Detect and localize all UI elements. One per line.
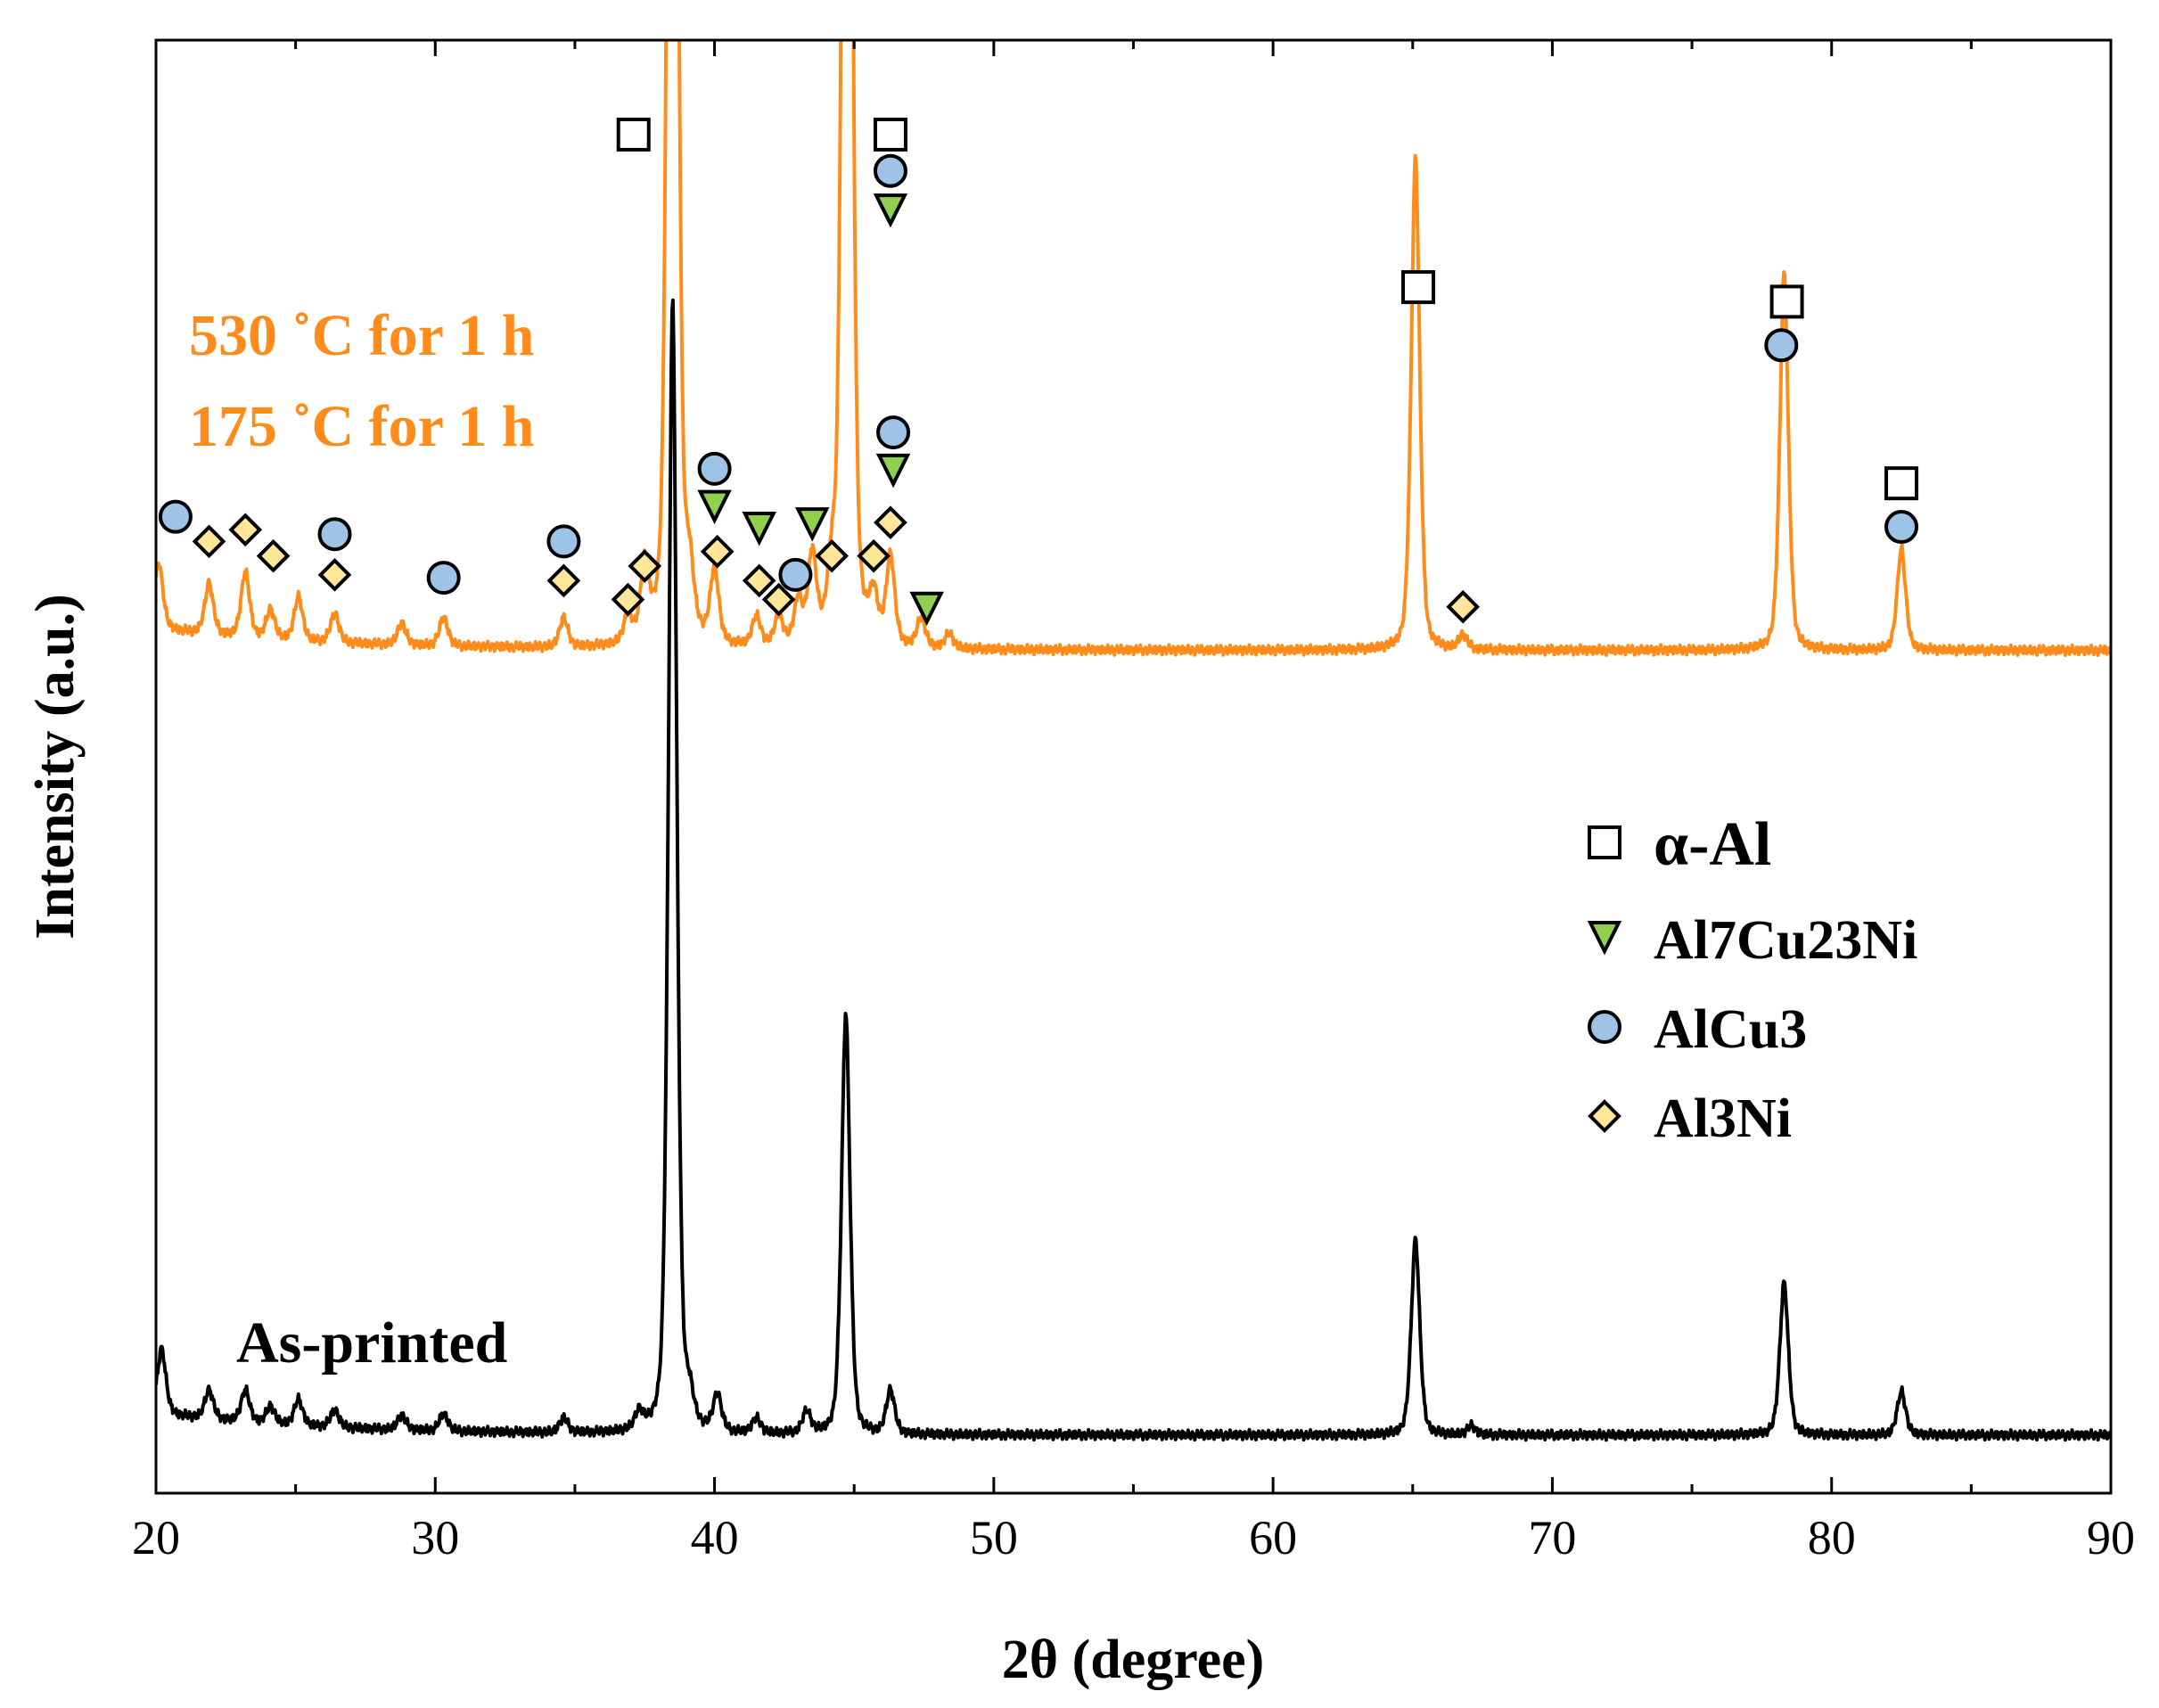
legend-square-shape (1588, 825, 1621, 859)
phase-marker-alpha_al (1884, 466, 1919, 501)
phase-marker-al7cu23ni (742, 512, 776, 546)
legend-circle-shape (1588, 1010, 1621, 1044)
phase-marker-alpha_al (1769, 284, 1804, 319)
phase-marker-alcu3 (317, 517, 352, 552)
legend-diamond-icon (1588, 1099, 1621, 1133)
phase-marker-alcu3 (778, 557, 813, 592)
legend-diamond-shape (1588, 1099, 1621, 1133)
phase-marker-layer (158, 117, 1919, 627)
series-label-treatment-line-1: 530 ˚C for 1 h (189, 303, 534, 368)
y-axis-label: Intensity (a.u.) (25, 594, 86, 940)
phase-marker-alcu3 (697, 451, 732, 486)
phase-marker-al7cu23ni (697, 489, 732, 525)
x-tick-label: 50 (970, 1511, 1018, 1564)
phase-marker-alpha_al (1401, 270, 1436, 305)
x-tick-label: 80 (1808, 1511, 1856, 1564)
phase-marker-al3ni (857, 538, 891, 573)
phase-marker-al3ni (256, 538, 291, 573)
x-tick-label: 90 (2087, 1511, 2135, 1564)
phase-marker-alcu3 (876, 415, 911, 450)
phase-marker-alcu3 (873, 153, 907, 188)
phase-marker-al3ni (1446, 589, 1481, 624)
phase-marker-alcu3 (426, 561, 461, 595)
phase-marker-alpha_al (873, 117, 907, 152)
phase-marker-al3ni (546, 563, 581, 598)
series-layer (156, 40, 2111, 1442)
x-tick-label: 20 (132, 1511, 180, 1564)
phase-marker-alcu3 (158, 499, 193, 534)
legend-label-al7cu23ni: Al7Cu23Ni (1654, 910, 1917, 971)
legend: α-Al Al7Cu23Ni AlCu3 Al3Ni (1587, 810, 1917, 1149)
x-tick-label: 70 (1528, 1511, 1576, 1564)
phase-marker-alcu3 (1884, 510, 1919, 545)
series-label-treatment-line-2: 175 ˚C for 1 h (189, 394, 534, 459)
legend-triangle-shape (1587, 921, 1622, 956)
legend-triangle-icon (1587, 921, 1622, 956)
phase-marker-al7cu23ni (873, 193, 908, 228)
phase-marker-al3ni (317, 558, 352, 592)
series-label-as-printed: As-printed (236, 1310, 507, 1375)
phase-marker-alcu3 (1764, 328, 1799, 363)
phase-marker-al3ni (228, 513, 263, 547)
phase-marker-al3ni (874, 505, 907, 539)
phase-marker-al3ni (700, 534, 735, 569)
x-axis-label: 2θ (degree) (1002, 1630, 1265, 1690)
x-tick-label: 40 (691, 1511, 739, 1564)
phase-marker-al3ni (192, 524, 226, 559)
legend-label-alpha-al: α-Al (1654, 810, 1771, 879)
phase-marker-al3ni (761, 582, 796, 617)
phase-marker-al7cu23ni (794, 507, 830, 542)
legend-square-icon (1588, 825, 1621, 859)
legend-label-al3ni: Al3Ni (1654, 1088, 1792, 1149)
series-line-as-printed (156, 298, 2111, 1442)
phase-marker-al3ni (815, 538, 849, 573)
phase-marker-al3ni (611, 582, 645, 617)
legend-label-alcu3: AlCu3 (1654, 999, 1807, 1060)
x-tick-label: 60 (1249, 1511, 1297, 1564)
axis-layer: 20 30 40 50 60 70 80 90 (132, 40, 2135, 1564)
phase-marker-alpha_al (616, 117, 651, 152)
phase-marker-al3ni (628, 549, 662, 583)
phase-marker-al7cu23ni (875, 453, 911, 489)
x-tick-label: 30 (411, 1511, 459, 1564)
phase-marker-al7cu23ni (909, 591, 944, 627)
phase-marker-alcu3 (546, 524, 581, 559)
series-line-heat-treated (156, 40, 2111, 657)
phase-marker-al3ni (742, 563, 776, 598)
legend-circle-icon (1588, 1010, 1621, 1044)
